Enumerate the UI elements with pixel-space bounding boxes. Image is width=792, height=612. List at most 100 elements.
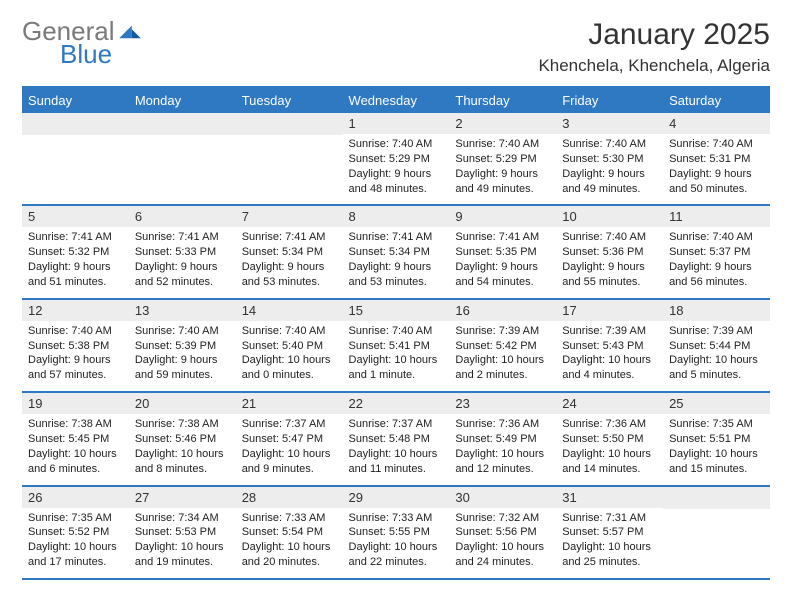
day-number: 28 (236, 487, 343, 508)
daylight-line: Daylight: 10 hours and 20 minutes. (242, 540, 337, 570)
day-number: 2 (449, 113, 556, 134)
daylight-line: Daylight: 9 hours and 59 minutes. (135, 353, 230, 383)
weekday-header: Saturday (663, 88, 770, 113)
sunset-line: Sunset: 5:48 PM (349, 432, 444, 447)
sunset-line: Sunset: 5:54 PM (242, 525, 337, 540)
sunset-line: Sunset: 5:38 PM (28, 339, 123, 354)
day-details: Sunrise: 7:31 AMSunset: 5:57 PMDaylight:… (556, 508, 663, 578)
sunset-line: Sunset: 5:30 PM (562, 152, 657, 167)
day-details: Sunrise: 7:37 AMSunset: 5:48 PMDaylight:… (343, 414, 450, 484)
daylight-line: Daylight: 10 hours and 0 minutes. (242, 353, 337, 383)
calendar-day-cell: 18Sunrise: 7:39 AMSunset: 5:44 PMDayligh… (663, 299, 770, 392)
calendar-day-cell: 19 Sunrise: 7:38 AMSunset: 5:45 PMDayligh… (22, 392, 129, 485)
day-details: Sunrise: 7:41 AMSunset: 5:33 PMDaylight:… (129, 227, 236, 297)
day-details: Sunrise: 7:33 AMSunset: 5:55 PMDaylight:… (343, 508, 450, 578)
sunrise-line: Sunrise: 7:36 AM (455, 417, 550, 432)
day-number: 23 (449, 393, 556, 414)
day-number: 11 (663, 206, 770, 227)
day-text-empty (236, 135, 343, 191)
daylight-line: Daylight: 10 hours and 2 minutes. (455, 353, 550, 383)
day-details: Sunrise: 7:40 AMSunset: 5:29 PMDaylight:… (343, 134, 450, 204)
day-details: Sunrise: 7:39 AMSunset: 5:42 PMDaylight:… (449, 321, 556, 391)
day-number: 5 (22, 206, 129, 227)
calendar-day-cell: 5Sunrise: 7:41 AMSunset: 5:32 PMDaylight… (22, 205, 129, 298)
sunrise-line: Sunrise: 7:35 AM (669, 417, 764, 432)
day-details: Sunrise: 7:39 AMSunset: 5:44 PMDaylight:… (663, 321, 770, 391)
sunset-line: Sunset: 5:31 PM (669, 152, 764, 167)
day-number: 10 (556, 206, 663, 227)
sunset-line: Sunset: 5:53 PM (135, 525, 230, 540)
calendar-day-cell: 21Sunrise: 7:37 AMSunset: 5:47 PMDayligh… (236, 392, 343, 485)
daylight-line: Daylight: 9 hours and 56 minutes. (669, 260, 764, 290)
weekday-header: Sunday (22, 88, 129, 113)
calendar-day-cell: 9Sunrise: 7:41 AMSunset: 5:35 PMDaylight… (449, 205, 556, 298)
day-number: 1 (343, 113, 450, 134)
sunset-line: Sunset: 5:49 PM (455, 432, 550, 447)
sunrise-line: Sunrise: 7:40 AM (669, 137, 764, 152)
day-details: Sunrise: 7:32 AMSunset: 5:56 PMDaylight:… (449, 508, 556, 578)
sunrise-line: Sunrise: 7:40 AM (562, 137, 657, 152)
calendar-day-cell: 14Sunrise: 7:40 AMSunset: 5:40 PMDayligh… (236, 299, 343, 392)
calendar-row: 1Sunrise: 7:40 AMSunset: 5:29 PMDaylight… (22, 113, 770, 205)
day-number: 8 (343, 206, 450, 227)
day-details: Sunrise: 7:35 AMSunset: 5:52 PMDaylight:… (22, 508, 129, 578)
day-number-empty (663, 487, 770, 509)
day-text-empty (663, 509, 770, 565)
sunrise-line: Sunrise: 7:40 AM (455, 137, 550, 152)
weekday-header: Tuesday (236, 88, 343, 113)
sunrise-line: Sunrise: 7:38 AM (28, 417, 123, 432)
calendar-day-cell: 11Sunrise: 7:40 AMSunset: 5:37 PMDayligh… (663, 205, 770, 298)
day-details: Sunrise: 7:33 AMSunset: 5:54 PMDaylight:… (236, 508, 343, 578)
daylight-line: Daylight: 10 hours and 6 minutes. (28, 447, 123, 477)
day-details: Sunrise: 7:41 AMSunset: 5:32 PMDaylight:… (22, 227, 129, 297)
daylight-line: Daylight: 10 hours and 12 minutes. (455, 447, 550, 477)
sunrise-line: Sunrise: 7:33 AM (242, 511, 337, 526)
day-details: Sunrise: 7:40 AMSunset: 5:30 PMDaylight:… (556, 134, 663, 204)
sunrise-line: Sunrise: 7:40 AM (242, 324, 337, 339)
daylight-line: Daylight: 10 hours and 4 minutes. (562, 353, 657, 383)
sunset-line: Sunset: 5:56 PM (455, 525, 550, 540)
calendar-header-row: SundayMondayTuesdayWednesdayThursdayFrid… (22, 88, 770, 113)
sunrise-line: Sunrise: 7:40 AM (349, 137, 444, 152)
sunrise-line: Sunrise: 7:33 AM (349, 511, 444, 526)
daylight-line: Daylight: 9 hours and 50 minutes. (669, 167, 764, 197)
daylight-line: Daylight: 9 hours and 57 minutes. (28, 353, 123, 383)
day-number: 18 (663, 300, 770, 321)
day-number: 3 (556, 113, 663, 134)
calendar-empty-cell (22, 113, 129, 205)
calendar-day-cell: 12Sunrise: 7:40 AMSunset: 5:38 PMDayligh… (22, 299, 129, 392)
day-number: 31 (556, 487, 663, 508)
sunrise-line: Sunrise: 7:37 AM (349, 417, 444, 432)
day-number: 12 (22, 300, 129, 321)
header: General Blue January 2025 Khenchela, Khe… (22, 18, 770, 76)
daylight-line: Daylight: 9 hours and 51 minutes. (28, 260, 123, 290)
day-details: Sunrise: 7:38 AMSunset: 5:46 PMDaylight:… (129, 414, 236, 484)
calendar-day-cell: 8Sunrise: 7:41 AMSunset: 5:34 PMDaylight… (343, 205, 450, 298)
sunrise-line: Sunrise: 7:34 AM (135, 511, 230, 526)
logo: General Blue (22, 18, 141, 67)
calendar-day-cell: 28Sunrise: 7:33 AMSunset: 5:54 PMDayligh… (236, 486, 343, 579)
location-text: Khenchela, Khenchela, Algeria (538, 56, 770, 76)
sunrise-line: Sunrise: 7:40 AM (349, 324, 444, 339)
sunset-line: Sunset: 5:45 PM (28, 432, 123, 447)
calendar-day-cell: 3Sunrise: 7:40 AMSunset: 5:30 PMDaylight… (556, 113, 663, 205)
sunrise-line: Sunrise: 7:40 AM (135, 324, 230, 339)
sunset-line: Sunset: 5:55 PM (349, 525, 444, 540)
weekday-header: Wednesday (343, 88, 450, 113)
calendar-row: 26Sunrise: 7:35 AMSunset: 5:52 PMDayligh… (22, 486, 770, 579)
daylight-line: Daylight: 9 hours and 53 minutes. (242, 260, 337, 290)
day-number: 13 (129, 300, 236, 321)
day-number: 16 (449, 300, 556, 321)
sunrise-line: Sunrise: 7:35 AM (28, 511, 123, 526)
day-text-empty (129, 135, 236, 191)
day-number: 19 (22, 393, 129, 414)
daylight-line: Daylight: 9 hours and 53 minutes. (349, 260, 444, 290)
sunset-line: Sunset: 5:39 PM (135, 339, 230, 354)
day-details: Sunrise: 7:40 AMSunset: 5:41 PMDaylight:… (343, 321, 450, 391)
day-number: 7 (236, 206, 343, 227)
calendar-day-cell: 20Sunrise: 7:38 AMSunset: 5:46 PMDayligh… (129, 392, 236, 485)
sunset-line: Sunset: 5:33 PM (135, 245, 230, 260)
day-number: 22 (343, 393, 450, 414)
daylight-line: Daylight: 9 hours and 49 minutes. (562, 167, 657, 197)
daylight-line: Daylight: 9 hours and 55 minutes. (562, 260, 657, 290)
